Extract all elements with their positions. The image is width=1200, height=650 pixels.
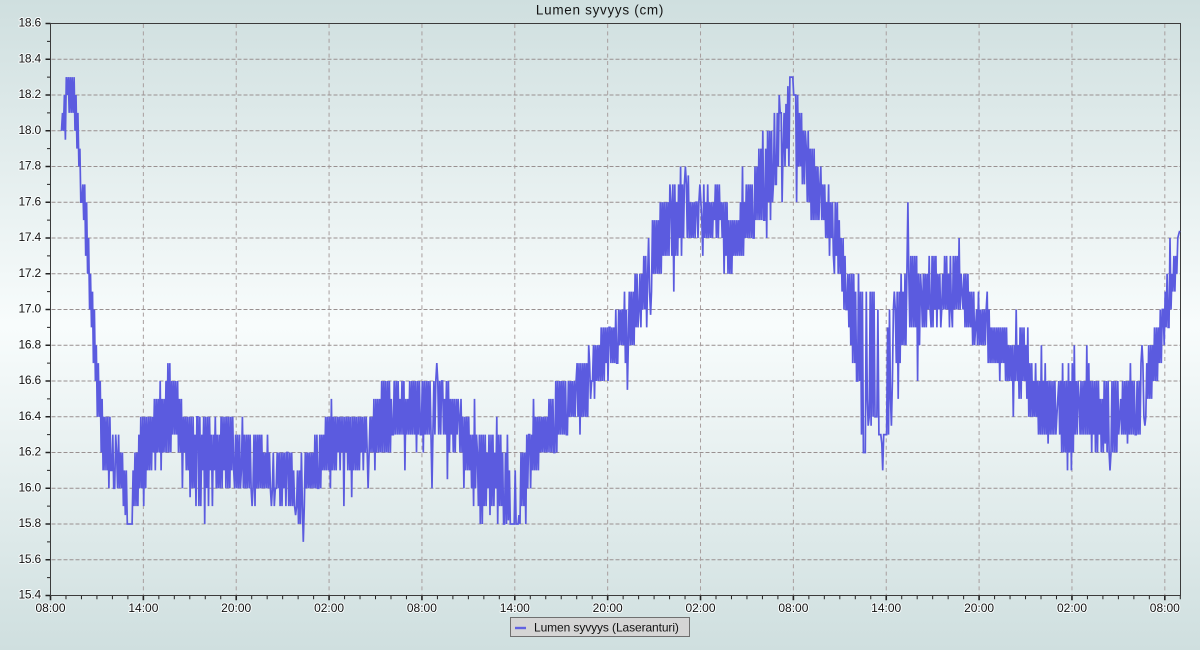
svg-text:17.0: 17.0: [18, 302, 41, 316]
svg-text:16.2: 16.2: [18, 445, 41, 459]
svg-text:16.8: 16.8: [18, 337, 41, 351]
svg-text:15.8: 15.8: [18, 516, 41, 530]
svg-text:14:00: 14:00: [500, 601, 530, 615]
svg-text:18.0: 18.0: [18, 123, 41, 137]
svg-text:17.6: 17.6: [18, 194, 41, 208]
svg-text:18.4: 18.4: [18, 51, 41, 65]
svg-text:Lumen syvyys (cm): Lumen syvyys (cm): [536, 3, 664, 18]
svg-text:17.2: 17.2: [18, 266, 41, 280]
svg-text:20:00: 20:00: [593, 601, 623, 615]
svg-text:02:00: 02:00: [314, 601, 344, 615]
svg-text:17.8: 17.8: [18, 159, 41, 173]
svg-text:16.4: 16.4: [18, 409, 41, 423]
svg-text:08:00: 08:00: [407, 601, 437, 615]
svg-text:02:00: 02:00: [685, 601, 715, 615]
svg-text:17.4: 17.4: [18, 230, 41, 244]
svg-text:14:00: 14:00: [871, 601, 901, 615]
svg-text:16.0: 16.0: [18, 480, 41, 494]
svg-text:08:00: 08:00: [35, 601, 65, 615]
svg-text:15.6: 15.6: [18, 552, 41, 566]
svg-text:20:00: 20:00: [964, 601, 994, 615]
svg-text:08:00: 08:00: [778, 601, 808, 615]
svg-text:18.6: 18.6: [18, 16, 41, 30]
svg-text:20:00: 20:00: [221, 601, 251, 615]
svg-text:Lumen syvyys (Laseranturi): Lumen syvyys (Laseranturi): [534, 621, 679, 635]
svg-text:18.2: 18.2: [18, 87, 41, 101]
svg-text:16.6: 16.6: [18, 373, 41, 387]
svg-text:14:00: 14:00: [128, 601, 158, 615]
svg-text:02:00: 02:00: [1057, 601, 1087, 615]
svg-text:15.4: 15.4: [18, 588, 41, 602]
svg-text:08:00: 08:00: [1150, 601, 1180, 615]
